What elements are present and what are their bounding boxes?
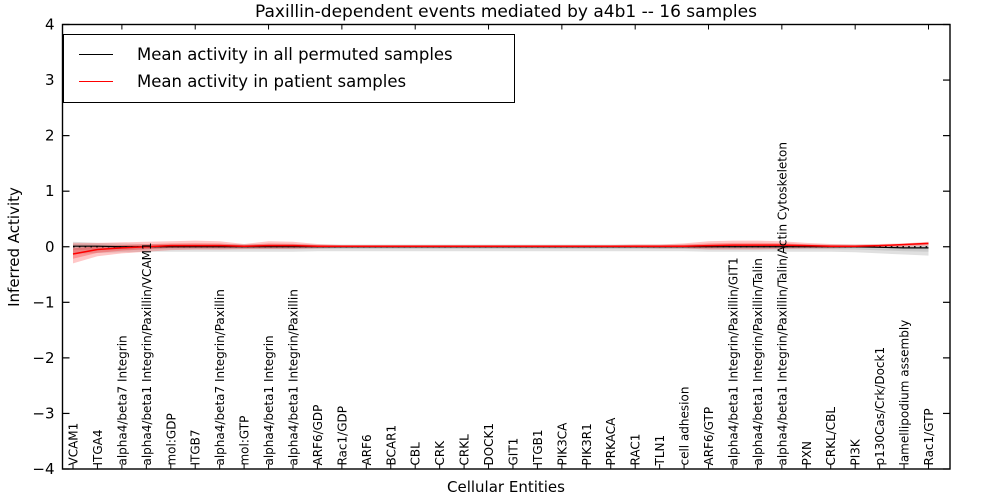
x-tick-label: PIK3CA bbox=[555, 422, 569, 466]
x-tick-label: ITGA4 bbox=[91, 429, 105, 465]
x-tick-label: alpha4/beta1 Integrin/Paxillin bbox=[286, 289, 300, 465]
x-tick-label: alpha4/beta1 Integrin/Paxillin/Talin/Act… bbox=[775, 142, 789, 465]
x-tick-label: ITGB1 bbox=[531, 429, 545, 465]
legend-entry-patient: Mean activity in patient samples bbox=[64, 68, 514, 95]
y-tick-label: −1 bbox=[32, 293, 54, 311]
x-tick-label: p130Cas/Crk/Dock1 bbox=[873, 347, 887, 466]
x-tick-label: GIT1 bbox=[506, 438, 520, 466]
x-tick-label: alpha4/beta1 Integrin bbox=[262, 335, 276, 465]
x-tick-label: VCAM1 bbox=[67, 423, 81, 466]
y-tick-label: −2 bbox=[32, 349, 54, 367]
x-tick-label: alpha4/beta1 Integrin/Paxillin/VCAM1 bbox=[140, 242, 154, 465]
legend: Mean activity in all permuted samples Me… bbox=[63, 34, 515, 103]
x-tick-label: mol:GTP bbox=[238, 416, 252, 466]
x-tick-label: ARF6/GDP bbox=[311, 405, 325, 466]
x-tick-label: CBL bbox=[409, 442, 423, 466]
permuted-line-swatch bbox=[79, 54, 113, 55]
x-tick-label: CRKL/CBL bbox=[824, 407, 838, 466]
patient-line-swatch bbox=[79, 81, 113, 82]
x-tick-label: alpha4/beta7 Integrin/Paxillin bbox=[213, 289, 227, 465]
x-tick-label: ARF6/GTP bbox=[702, 407, 716, 466]
x-tick-label: BCAR1 bbox=[384, 425, 398, 466]
x-tick-label: cell adhesion bbox=[678, 387, 692, 466]
y-tick-label: 3 bbox=[45, 71, 55, 89]
x-tick-label: Rac1/GTP bbox=[922, 408, 936, 465]
y-tick-label: −3 bbox=[32, 404, 54, 422]
x-tick-label: PXN bbox=[800, 441, 814, 465]
x-tick-label: alpha4/beta7 Integrin bbox=[115, 335, 129, 465]
legend-label-patient: Mean activity in patient samples bbox=[137, 72, 407, 91]
x-tick-label: PRKACA bbox=[604, 417, 618, 466]
x-tick-label: RAC1 bbox=[629, 434, 643, 466]
x-tick-label: alpha4/beta1 Integrin/Paxillin/GIT1 bbox=[726, 257, 740, 465]
patient-mean-line bbox=[72, 242, 929, 255]
legend-label-permuted: Mean activity in all permuted samples bbox=[137, 45, 453, 64]
x-tick-label: PIK3R1 bbox=[580, 423, 594, 465]
x-tick-label: TLN1 bbox=[653, 435, 667, 467]
x-tick-label: PI3K bbox=[849, 438, 863, 465]
y-tick-label: 1 bbox=[45, 182, 55, 200]
x-tick-label: DOCK1 bbox=[482, 423, 496, 466]
y-tick-label: 2 bbox=[45, 127, 55, 145]
x-tick-label: CRKL bbox=[458, 434, 472, 466]
y-tick-label: 4 bbox=[45, 16, 55, 34]
y-tick-label: 0 bbox=[45, 238, 55, 256]
legend-entry-permuted: Mean activity in all permuted samples bbox=[64, 41, 514, 68]
x-tick-label: ITGB7 bbox=[189, 429, 203, 465]
y-tick-label: −4 bbox=[32, 460, 54, 478]
x-tick-label: Rac1/GDP bbox=[335, 406, 349, 465]
x-tick-label: lamellipodium assembly bbox=[898, 320, 912, 466]
x-axis-title: Cellular Entities bbox=[447, 478, 565, 496]
x-tick-label: mol:GDP bbox=[164, 413, 178, 465]
x-tick-label: ARF6 bbox=[360, 434, 374, 465]
x-tick-label: alpha4/beta1 Integrin/Paxillin/Talin bbox=[751, 258, 765, 465]
x-tick-label: CRK bbox=[433, 440, 447, 466]
chart-title: Paxillin-dependent events mediated by a4… bbox=[255, 2, 757, 22]
